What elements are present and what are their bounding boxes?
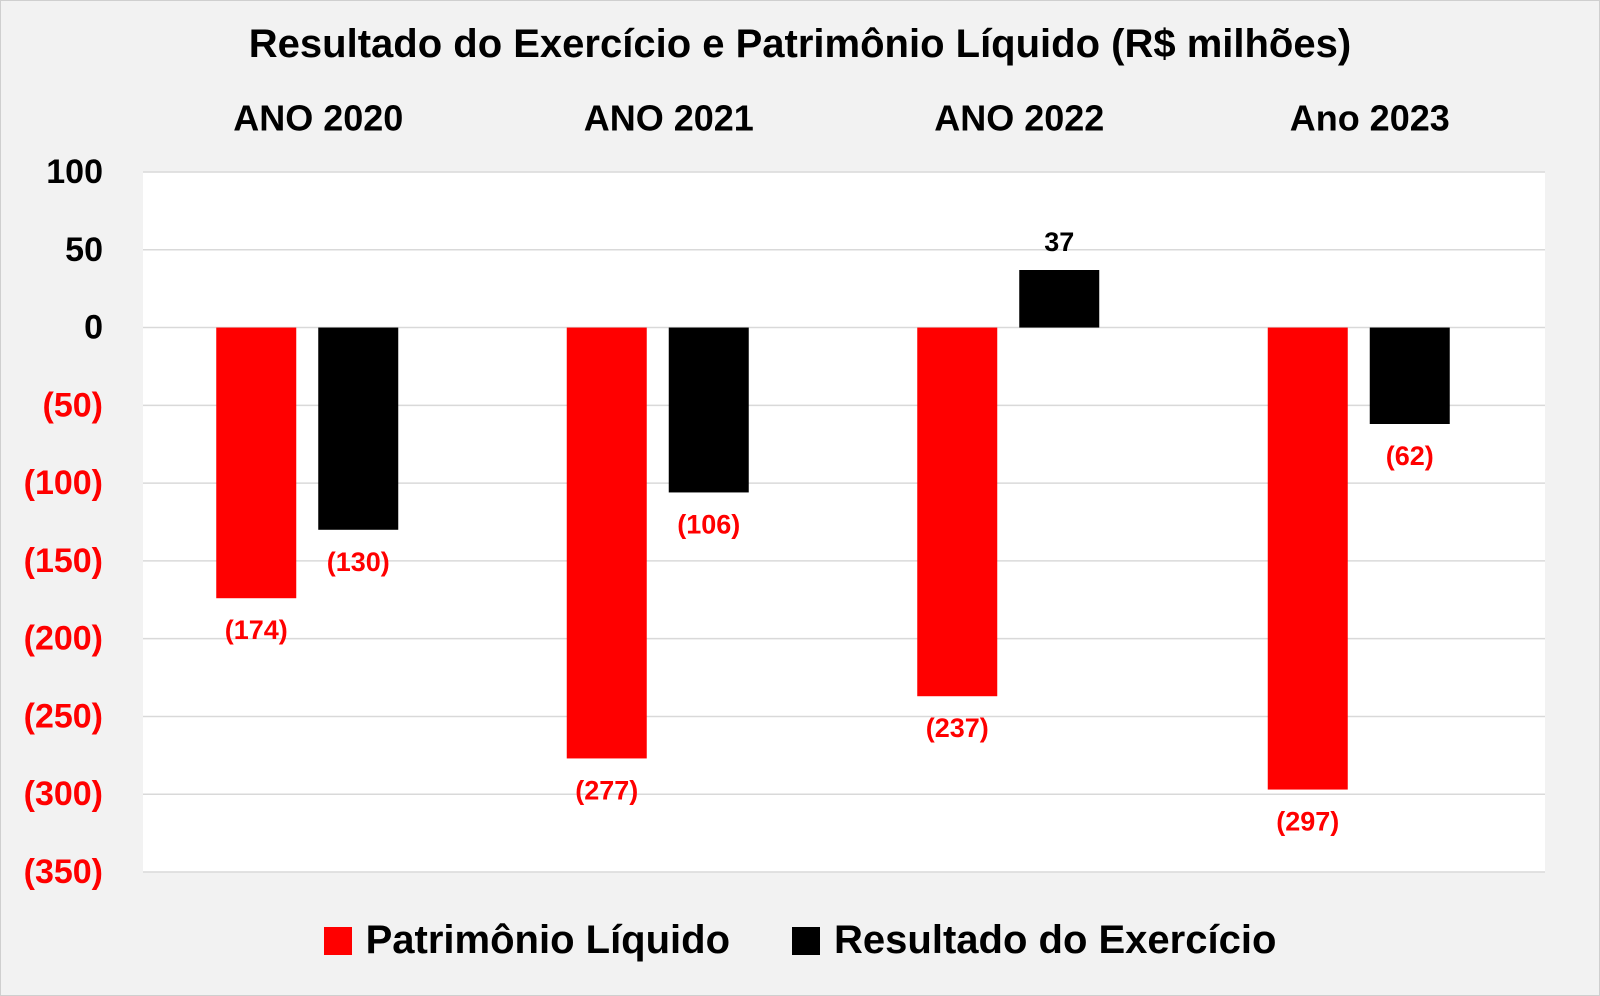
data-label: (130) bbox=[327, 547, 390, 577]
y-tick-label: (150) bbox=[24, 542, 103, 580]
bar bbox=[566, 327, 647, 759]
bar bbox=[917, 327, 998, 697]
data-label: (174) bbox=[225, 615, 288, 645]
chart-title: Resultado do Exercício e Patrimônio Líqu… bbox=[248, 22, 1352, 66]
bar bbox=[216, 327, 297, 599]
y-tick-label: (350) bbox=[24, 853, 103, 891]
y-tick-label: (200) bbox=[24, 620, 103, 658]
legend-label-resultado-do-exercicio: Resultado do Exercício bbox=[834, 918, 1277, 962]
legend-item-patrimonio-liquido: Patrimônio Líquido bbox=[323, 918, 731, 963]
y-tick-label: 50 bbox=[65, 231, 103, 269]
category-label: ANO 2022 bbox=[934, 98, 1104, 139]
y-tick-label: 0 bbox=[84, 309, 103, 347]
legend-item-resultado-do-exercicio: Resultado do Exercício bbox=[792, 918, 1276, 963]
data-label: (277) bbox=[575, 775, 638, 805]
y-tick-label: (300) bbox=[24, 775, 103, 813]
y-tick-label: (250) bbox=[24, 697, 103, 735]
y-tick-label: (50) bbox=[43, 386, 103, 424]
data-label: (106) bbox=[677, 509, 740, 539]
data-label: (237) bbox=[926, 713, 989, 743]
legend: Patrimônio Líquido Resultado do Exercíci… bbox=[0, 918, 1600, 963]
bar bbox=[1019, 270, 1100, 328]
legend-swatch-resultado-do-exercicio bbox=[792, 926, 821, 955]
data-label: (297) bbox=[1276, 807, 1339, 837]
category-label: ANO 2020 bbox=[233, 98, 403, 139]
category-label: ANO 2021 bbox=[584, 98, 754, 139]
y-tick-label: (100) bbox=[24, 464, 103, 502]
y-tick-label: 100 bbox=[46, 153, 103, 191]
data-label: 37 bbox=[1044, 227, 1074, 257]
bar bbox=[1369, 327, 1450, 424]
legend-label-patrimonio-liquido: Patrimônio Líquido bbox=[365, 918, 731, 962]
bar bbox=[318, 327, 399, 530]
category-label: Ano 2023 bbox=[1290, 98, 1450, 139]
bar bbox=[668, 327, 749, 493]
legend-swatch-patrimonio-liquido bbox=[323, 926, 352, 955]
data-label: (62) bbox=[1386, 441, 1434, 471]
bar bbox=[1267, 327, 1348, 790]
